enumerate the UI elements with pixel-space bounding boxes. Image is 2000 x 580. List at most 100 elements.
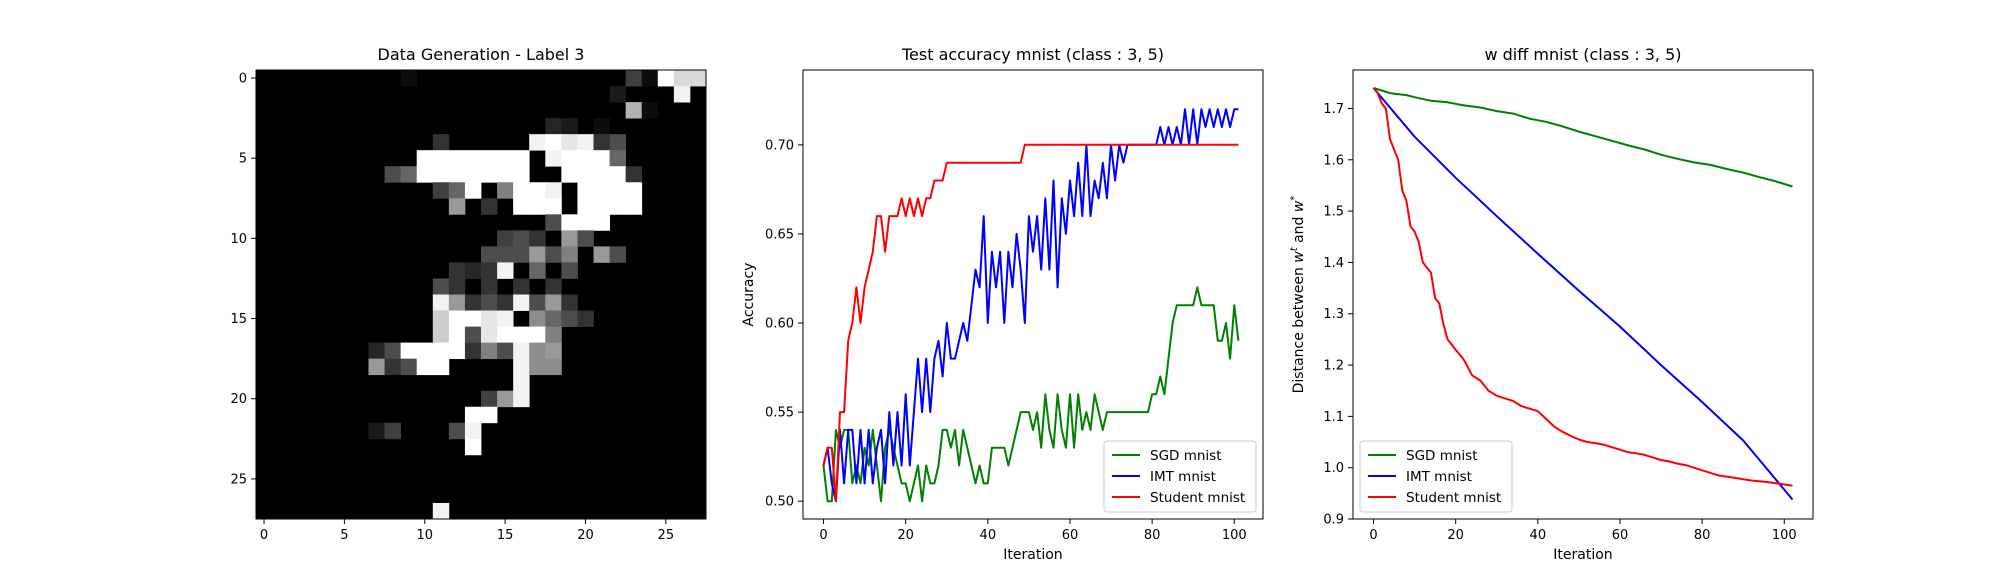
y-axis-label: Distance between wt and w* — [1289, 196, 1307, 394]
heatmap-cell — [529, 134, 546, 151]
heatmap-cell — [561, 262, 578, 279]
x-tick-label: 100 — [1222, 528, 1247, 543]
heatmap-cell — [561, 150, 578, 167]
heatmap-cell — [689, 70, 707, 87]
chart-2: Test accuracy mnist (class : 3, 5) 0 20 40 6… — [741, 45, 1264, 563]
heatmap-cell — [545, 150, 562, 167]
x-tick-label: 80 — [1144, 528, 1161, 543]
heatmap-cell — [368, 358, 385, 376]
heatmap-cell — [432, 358, 450, 376]
y-tick-label: 1.0 — [1323, 461, 1344, 476]
heatmap-cell — [481, 278, 498, 295]
chart-3: w diff mnist (class : 3, 5) 0 20 40 60 80 100 0… — [1289, 45, 1814, 563]
heatmap-cell — [625, 182, 643, 199]
heatmap-cell — [529, 230, 546, 247]
heatmap-cell — [432, 278, 450, 295]
heatmap-cell — [497, 294, 514, 311]
x-tick-label: 0 — [819, 528, 827, 543]
heatmap-cell — [561, 166, 578, 183]
heatmap-cell — [464, 294, 482, 311]
heatmap-cell — [513, 230, 530, 247]
legend-label: IMT mnist — [1406, 469, 1472, 485]
heatmap-cell — [481, 342, 498, 360]
y-axis-label-part: w — [1291, 251, 1307, 263]
x-tick-label: 10 — [416, 528, 433, 543]
legend: SGD mnist IMT mnist Student mnist — [1359, 440, 1513, 513]
heatmap-cell — [513, 390, 530, 408]
heatmap-cell — [497, 310, 514, 327]
heatmap-cell — [609, 86, 627, 103]
heatmap-cell — [609, 166, 627, 183]
y-axis-label-part: * — [1289, 196, 1300, 201]
chart-1: Data Generation - Label 3 0 5 10 15 20 25 0 5 10 1… — [230, 45, 707, 543]
x-tick-label: 20 — [897, 528, 914, 543]
y-tick-label: 25 — [230, 472, 247, 487]
x-tick-label: 60 — [1612, 528, 1629, 543]
y-axis-label-part: and — [1291, 212, 1307, 247]
heatmap-cell — [513, 150, 530, 167]
heatmap-cell — [609, 198, 627, 215]
heatmap-cell — [416, 358, 434, 376]
y-tick-label: 10 — [230, 232, 247, 247]
heatmap-cell — [384, 166, 402, 183]
series-line-imt-mnist — [1372, 87, 1794, 501]
legend-label: Student mnist — [1406, 490, 1501, 506]
heatmap-cell — [464, 342, 482, 360]
heatmap-cell — [593, 198, 610, 215]
heatmap-cell — [432, 310, 450, 327]
x-axis-label: Iteration — [1003, 547, 1062, 563]
heatmap-cell — [593, 182, 610, 199]
heatmap-cell — [448, 294, 466, 311]
heatmap-cell — [545, 294, 562, 311]
heatmap-cell — [432, 342, 450, 360]
axes-frame — [255, 69, 707, 520]
heatmap-cell — [577, 198, 594, 215]
axes-frame — [802, 69, 1264, 520]
heatmap-cell — [432, 182, 450, 199]
heatmap-cell — [577, 230, 594, 247]
heatmap-cell — [561, 118, 578, 135]
heatmap-cell — [497, 182, 514, 199]
heatmap-cell — [593, 134, 610, 151]
x-tick-label: 60 — [1062, 528, 1079, 543]
heatmap-cell — [593, 150, 610, 167]
heatmap-cell — [561, 294, 578, 311]
heatmap-cell — [464, 406, 482, 424]
heatmap-cell — [609, 182, 627, 199]
legend-box — [1359, 440, 1513, 513]
heatmap-cell — [400, 358, 418, 376]
y-tick-label: 0.60 — [765, 317, 794, 332]
heatmap-cell — [448, 310, 466, 327]
heatmap-cell — [464, 262, 482, 279]
heatmap-cell — [577, 214, 594, 231]
heatmap-cell — [673, 70, 691, 87]
heatmap-cell — [497, 390, 514, 408]
heatmap-cell — [497, 166, 514, 183]
heatmap-cell — [545, 246, 562, 263]
heatmap-cell — [561, 134, 578, 151]
x-tick-label: 20 — [577, 528, 594, 543]
y-tick-label: 1.2 — [1323, 359, 1344, 374]
heatmap-cell — [448, 326, 466, 344]
heatmap-cell — [513, 166, 530, 183]
heatmap-cell — [432, 166, 450, 183]
y-tick-label: 1.3 — [1323, 307, 1344, 322]
heatmap-cell — [448, 278, 466, 295]
heatmap-cell — [673, 86, 691, 103]
y-tick-label: 5 — [239, 152, 247, 167]
heatmap-cell — [432, 134, 450, 151]
y-tick-label: 0.9 — [1323, 513, 1344, 528]
x-tick-label: 40 — [980, 528, 997, 543]
heatmap-cell — [625, 198, 643, 215]
x-axis-label: Iteration — [1553, 547, 1612, 563]
heatmap-cell — [481, 390, 498, 408]
heatmap-cell — [545, 118, 562, 135]
y-tick-label: 20 — [230, 392, 247, 407]
x-tick-label: 40 — [1530, 528, 1547, 543]
x-tick-label: 80 — [1694, 528, 1711, 543]
heatmap-cell — [464, 310, 482, 327]
heatmap-cell — [593, 214, 610, 231]
heatmap-cell — [464, 438, 482, 456]
legend-box — [1103, 440, 1257, 513]
